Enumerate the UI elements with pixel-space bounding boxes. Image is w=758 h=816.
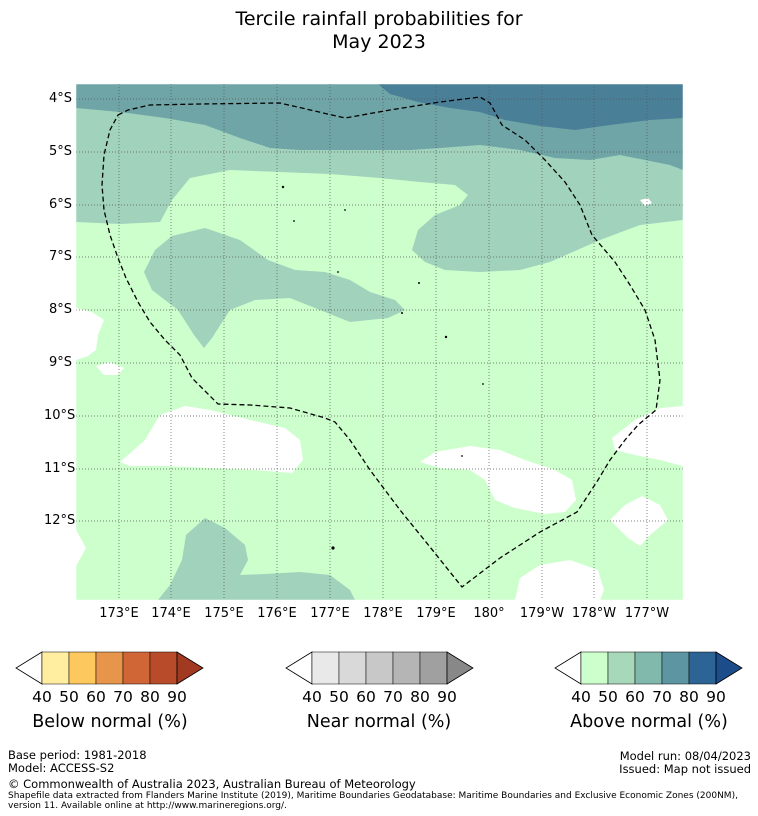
legend-colorbar-above-normal bbox=[554, 651, 743, 685]
lat-label: 11°S bbox=[44, 461, 76, 476]
region-white-south-west bbox=[120, 406, 303, 473]
lat-label: 10°S bbox=[44, 408, 76, 423]
eez-boundary-line bbox=[101, 96, 661, 588]
legend-swatch bbox=[634, 651, 663, 685]
legend-swatch bbox=[580, 651, 609, 685]
lon-label: 179°W bbox=[519, 606, 565, 621]
legend-swatch bbox=[149, 651, 178, 685]
shapefile-credit-line1: Shapefile data extracted from Flanders M… bbox=[8, 791, 738, 801]
legend-swatch bbox=[419, 651, 448, 685]
base-period: Base period: 1981-2018 bbox=[8, 748, 147, 762]
legend-swatch bbox=[661, 651, 690, 685]
legend-tick: 70 bbox=[113, 688, 133, 706]
legend-swatch bbox=[338, 651, 367, 685]
region-white-south-central bbox=[515, 560, 604, 600]
rainfall-probability-map bbox=[75, 83, 684, 601]
legend-tick: 80 bbox=[140, 688, 160, 706]
lon-label: 174°E bbox=[151, 606, 191, 621]
lon-label: 173°E bbox=[99, 606, 139, 621]
gridlines bbox=[76, 84, 683, 600]
lon-label: 180° bbox=[473, 606, 505, 621]
model-name: Model: ACCESS-S2 bbox=[8, 761, 115, 775]
legend-swatch bbox=[41, 651, 70, 685]
legend-extend-high bbox=[446, 651, 474, 685]
legend-tick: 70 bbox=[383, 688, 403, 706]
region-above-50-south-west bbox=[158, 518, 355, 600]
copyright: © Commonwealth of Australia 2023, Austra… bbox=[8, 777, 416, 791]
legend-swatch bbox=[607, 651, 636, 685]
legend-tick: 60 bbox=[625, 688, 645, 706]
legend-swatch bbox=[311, 651, 340, 685]
legend-tick: 40 bbox=[571, 688, 591, 706]
map-frame bbox=[75, 83, 684, 601]
legend-extend-low bbox=[285, 651, 313, 685]
legend-colorbar-near-normal bbox=[285, 651, 474, 685]
lat-label: 6°S bbox=[48, 197, 72, 212]
lat-label: 5°S bbox=[48, 144, 72, 159]
legend-title-near-normal: Near normal (%) bbox=[306, 712, 452, 732]
legend-tick: 50 bbox=[598, 688, 618, 706]
legend-tick: 40 bbox=[32, 688, 52, 706]
legend-tick: 80 bbox=[410, 688, 430, 706]
legend-tick: 90 bbox=[706, 688, 726, 706]
legend-title-below-normal: Below normal (%) bbox=[32, 712, 188, 732]
region-above-70-north-east bbox=[378, 84, 683, 130]
legend-tick: 40 bbox=[302, 688, 322, 706]
map-title-line1: Tercile rainfall probabilities for bbox=[235, 8, 523, 30]
lon-label: 175°E bbox=[204, 606, 244, 621]
legend-extend-high bbox=[715, 651, 743, 685]
region-white-south-east bbox=[610, 496, 668, 546]
region-white-east bbox=[612, 406, 683, 466]
region-white-west-2 bbox=[96, 362, 124, 375]
legend-extend-low bbox=[15, 651, 43, 685]
legend-swatch bbox=[688, 651, 717, 685]
legend-swatch bbox=[365, 651, 394, 685]
lon-label: 179°E bbox=[416, 606, 456, 621]
legend-tick: 90 bbox=[167, 688, 187, 706]
lon-label: 177°E bbox=[310, 606, 350, 621]
lon-label: 177°W bbox=[624, 606, 670, 621]
legend-extend-low bbox=[554, 651, 582, 685]
region-white-west-1 bbox=[76, 308, 104, 360]
lon-label: 178°W bbox=[571, 606, 617, 621]
legend-tick: 80 bbox=[679, 688, 699, 706]
region-white-south-west-edge bbox=[76, 530, 86, 566]
shapefile-credit-line2: version 11. Available online at http://w… bbox=[8, 801, 287, 811]
legend-extend-high bbox=[176, 651, 204, 685]
map-title-line2: May 2023 bbox=[332, 31, 426, 53]
legend-tick: 70 bbox=[652, 688, 672, 706]
region-white-east-small bbox=[640, 198, 652, 206]
islands bbox=[281, 185, 484, 550]
legend-colorbar-below-normal bbox=[15, 651, 204, 685]
lat-label: 4°S bbox=[48, 91, 72, 106]
lon-label: 176°E bbox=[257, 606, 297, 621]
legend-swatch bbox=[95, 651, 124, 685]
map-title: Tercile rainfall probabilities for May 2… bbox=[0, 8, 758, 54]
legend-tick: 90 bbox=[437, 688, 457, 706]
lat-label: 12°S bbox=[44, 513, 76, 528]
legend-title-above-normal: Above normal (%) bbox=[570, 712, 728, 732]
legend-tick: 60 bbox=[86, 688, 106, 706]
lat-label: 9°S bbox=[48, 355, 72, 370]
lat-label: 7°S bbox=[48, 249, 72, 264]
lat-label: 8°S bbox=[48, 302, 72, 317]
issued-status: Issued: Map not issued bbox=[619, 762, 751, 776]
legend-tick: 60 bbox=[356, 688, 376, 706]
legend-swatch bbox=[68, 651, 97, 685]
lon-label: 178°E bbox=[363, 606, 403, 621]
shapefile-credit: Shapefile data extracted from Flanders M… bbox=[8, 791, 756, 811]
model-run: Model run: 08/04/2023 bbox=[619, 749, 751, 763]
legend-tick: 50 bbox=[329, 688, 349, 706]
region-above-50-central bbox=[144, 228, 405, 348]
legend-tick: 50 bbox=[59, 688, 79, 706]
legend-swatch bbox=[122, 651, 151, 685]
legend-swatch bbox=[392, 651, 421, 685]
region-white-central-south bbox=[420, 446, 576, 514]
